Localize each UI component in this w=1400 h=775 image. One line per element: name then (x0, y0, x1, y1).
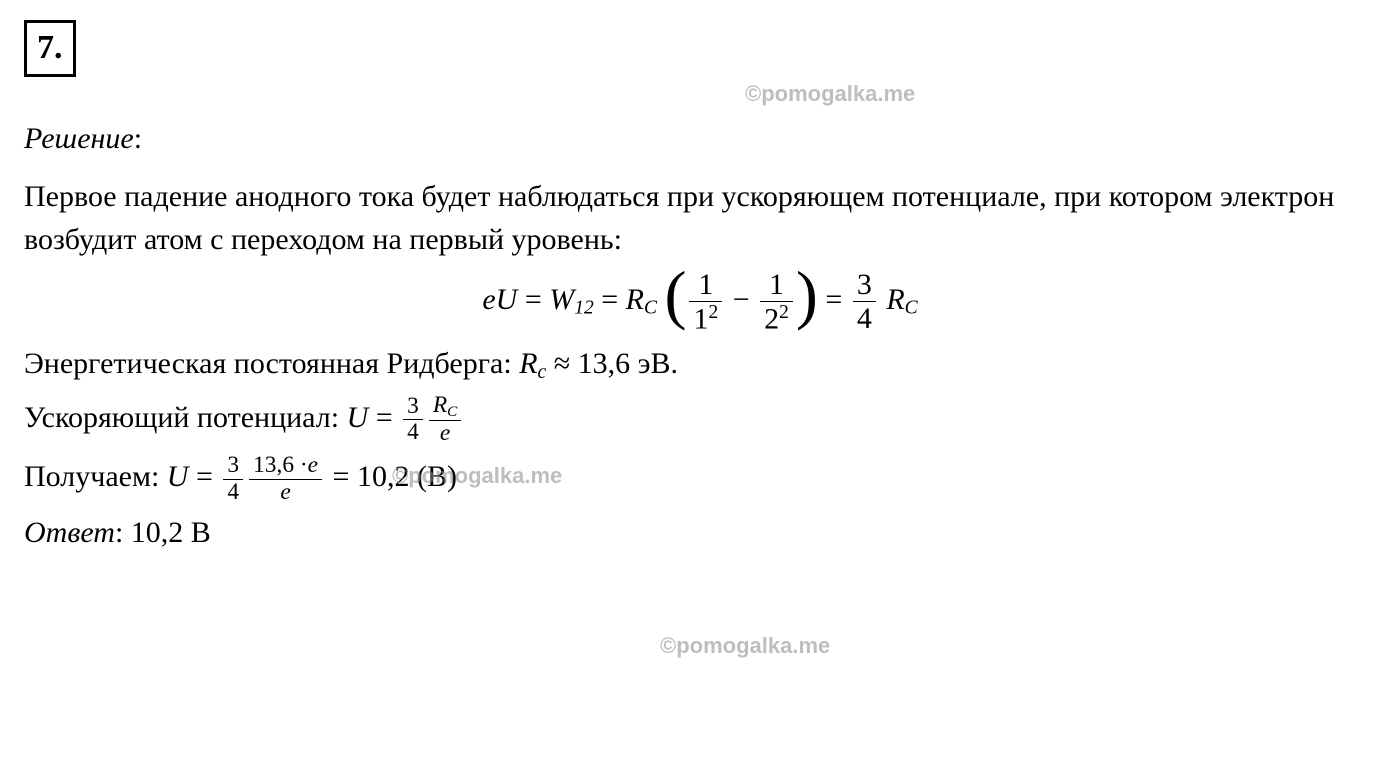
frac2-den-base: 2 (764, 303, 779, 336)
potential-line: Ускоряющий потенциал: U = 3 4 RC e (24, 393, 1376, 447)
res-big-num: 13,6 ·e (249, 453, 322, 480)
frac1-den-exp: 2 (708, 302, 718, 323)
eq-minus: − (725, 283, 757, 316)
res-big-den: e (249, 480, 322, 506)
ryd-approx: ≈ (546, 347, 577, 380)
answer-value: 10,2 В (131, 516, 211, 549)
ryd-R: R (519, 347, 537, 380)
eq-R2-sub: C (905, 297, 918, 318)
frac1-den: 12 (689, 302, 722, 336)
res-big-dot: · (300, 452, 308, 478)
pot-Re-R: R (433, 392, 447, 418)
page: ©pomogalka.me ©pomogalka.me ©pomogalka.m… (0, 0, 1400, 775)
pot-Re-num: RC (429, 393, 461, 422)
frac2-den: 22 (760, 302, 793, 336)
answer-label: Ответ (24, 516, 115, 549)
paragraph-1: Первое падение анодного тока будет наблю… (24, 175, 1376, 262)
potential-prefix: Ускоряющий потенциал: (24, 401, 347, 434)
ryd-R-sub: c (538, 361, 547, 382)
res-frac-34: 3 4 (223, 453, 243, 505)
lparen-icon: ( (665, 258, 687, 331)
res-unit: (В) (417, 460, 457, 493)
frac34-num: 3 (853, 268, 876, 302)
res-34-num: 3 (223, 453, 243, 480)
ryd-val: 13,6 (578, 347, 631, 380)
answer-line: Ответ: 10,2 В (24, 511, 1376, 555)
pot-eq: = (368, 401, 400, 434)
heading-colon: : (134, 122, 142, 155)
pot-U: U (347, 401, 369, 434)
solution-heading: Решение: (24, 117, 1376, 161)
eq-lhs: eU (482, 283, 517, 316)
eq-equals-1: = (517, 283, 549, 316)
pot-34-num: 3 (403, 394, 423, 421)
eq-R1: R (626, 283, 644, 316)
rparen-icon: ) (796, 258, 818, 331)
res-big-val: 13,6 (253, 452, 300, 478)
res-equals-val: = 10,2 (325, 460, 417, 493)
frac2-num: 1 (760, 268, 793, 302)
eq-frac-34: 3 4 (853, 268, 876, 335)
question-number-box: 7. (24, 20, 76, 77)
frac2-den-exp: 2 (779, 302, 789, 323)
res-U: U (167, 460, 189, 493)
eq-frac-1: 1 12 (689, 268, 722, 336)
eq-equals-3: = (825, 283, 849, 316)
eq-equals-2: = (594, 283, 626, 316)
result-prefix: Получаем: (24, 460, 167, 493)
pot-frac-Re: RC e (429, 393, 461, 447)
eq-frac-2: 1 22 (760, 268, 793, 336)
res-big-e: e (308, 452, 318, 478)
res-34-den: 4 (223, 480, 243, 506)
eq-W: W (549, 283, 574, 316)
pot-34-den: 4 (403, 420, 423, 446)
main-equation: eU = W12 = RC ( 1 12 − 1 22 ) = 3 4 RC (24, 268, 1376, 336)
result-line: Получаем: U = 3 4 13,6 ·e e = 10,2 (В) (24, 453, 1376, 505)
eq-W-sub: 12 (574, 297, 594, 318)
frac1-den-base: 1 (693, 303, 708, 336)
frac34-den: 4 (853, 302, 876, 335)
pot-frac-34: 3 4 (403, 394, 423, 446)
watermark-top: ©pomogalka.me (745, 78, 915, 110)
ryd-unit: эВ. (630, 347, 678, 380)
pot-Re-den: e (429, 421, 461, 447)
res-frac-big: 13,6 ·e e (249, 453, 322, 505)
pot-Re-sub: C (447, 402, 457, 419)
heading-text: Решение (24, 122, 134, 155)
rydberg-prefix: Энергетическая постоянная Ридберга: (24, 347, 519, 380)
eq-R1-sub: C (644, 297, 657, 318)
answer-colon: : (115, 516, 131, 549)
res-eq: = (188, 460, 220, 493)
eq-R2: R (886, 283, 904, 316)
frac1-num: 1 (689, 268, 722, 302)
watermark-bottom: ©pomogalka.me (660, 630, 830, 662)
rydberg-line: Энергетическая постоянная Ридберга: Rc ≈… (24, 342, 1376, 387)
